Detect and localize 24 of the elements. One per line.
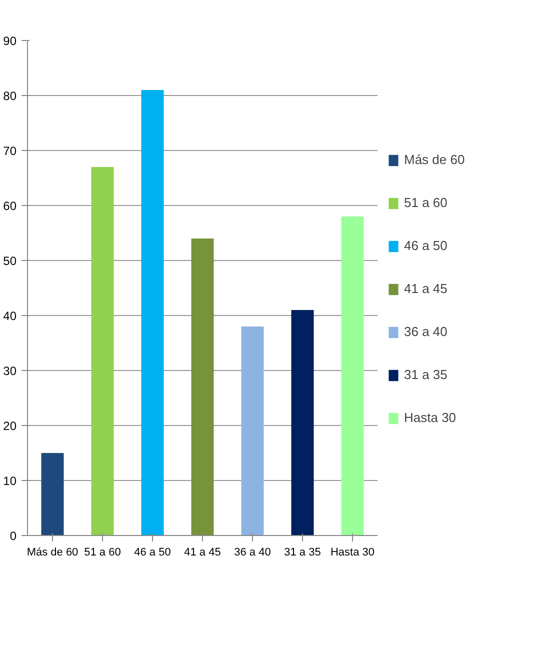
legend-label: Hasta 30	[404, 410, 456, 425]
y-tick-label: 10	[3, 474, 17, 488]
x-tick-label: 31 a 35	[284, 546, 321, 558]
x-tick-label: 51 a 60	[84, 546, 121, 558]
x-tick-label: 41 a 45	[184, 546, 221, 558]
legend-label: 31 a 35	[404, 367, 448, 382]
y-tick-label: 30	[3, 364, 17, 378]
y-tick-label: 20	[3, 419, 17, 433]
x-tick-label: 46 a 50	[134, 546, 171, 558]
x-tick-label: Hasta 30	[330, 546, 375, 558]
y-tick-label: 0	[10, 529, 17, 543]
y-tick-label: 70	[3, 144, 17, 158]
y-tick-label: 50	[3, 254, 17, 268]
y-tick-label: 80	[3, 89, 17, 103]
legend-label: Más de 60	[404, 152, 465, 167]
y-tick-label: 60	[3, 199, 17, 213]
y-tick-label: 40	[3, 309, 17, 323]
x-tick-label: Más de 60	[26, 546, 78, 558]
legend-label: 41 a 45	[404, 281, 448, 296]
x-tick-label: 36 a 40	[234, 546, 271, 558]
legend-label: 36 a 40	[404, 324, 448, 339]
legend-label: 51 a 60	[404, 195, 448, 210]
legend-label: 46 a 50	[404, 238, 448, 253]
y-tick-label: 90	[3, 34, 17, 48]
